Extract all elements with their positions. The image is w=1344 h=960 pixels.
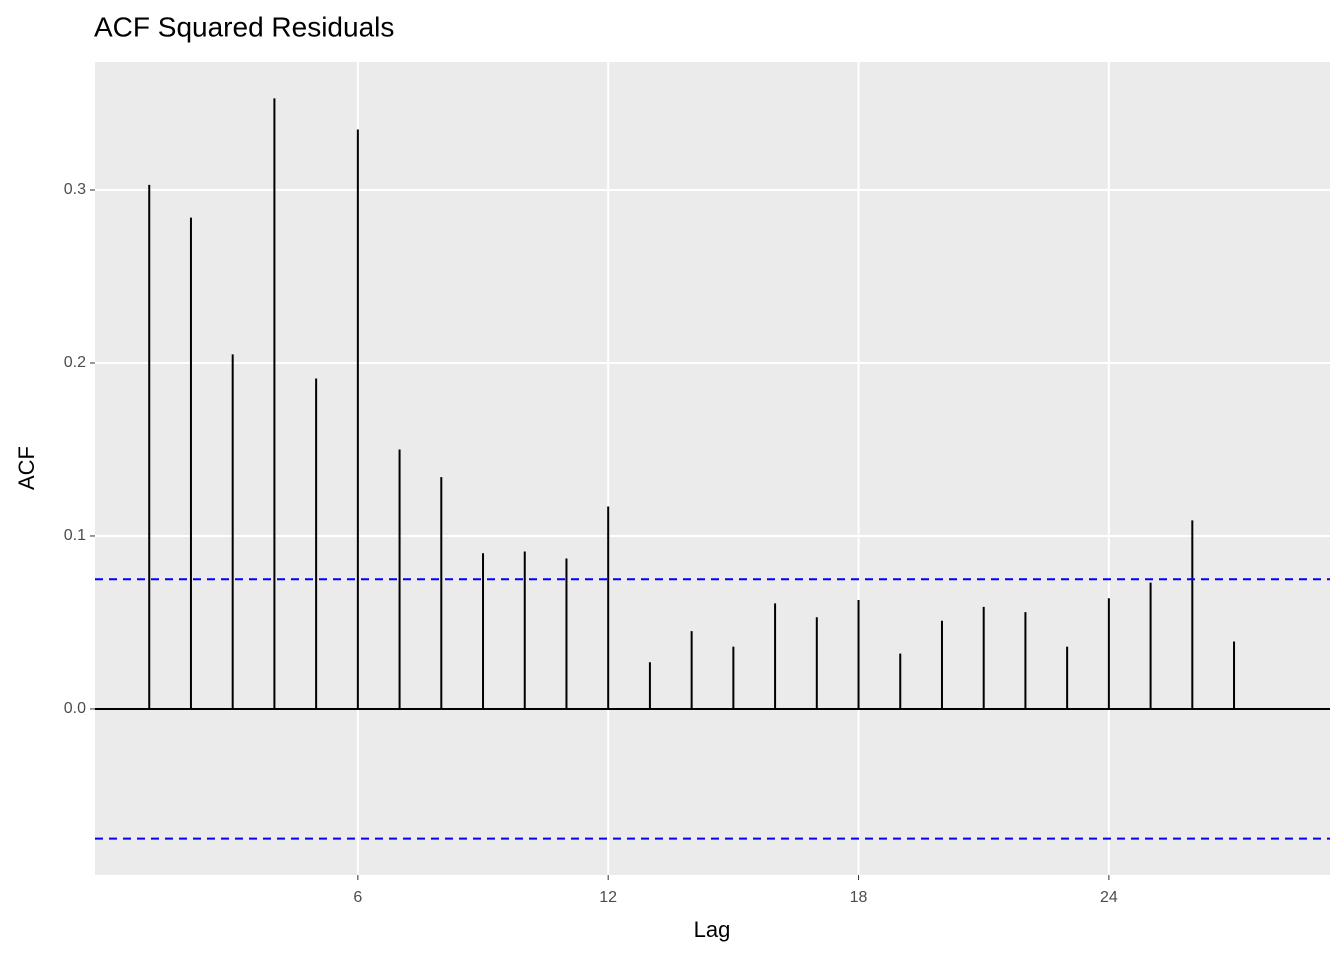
y-tick-label: 0.2: [64, 354, 86, 371]
plot-panel: [95, 62, 1330, 875]
x-tick-label: 12: [599, 889, 617, 906]
y-tick-label: 0.1: [64, 527, 86, 544]
x-tick-label: 24: [1100, 889, 1118, 906]
x-tick-label: 6: [353, 889, 362, 906]
y-tick-label: 0.0: [64, 700, 86, 717]
y-tick-label: 0.3: [64, 181, 86, 198]
y-axis-title: ACF: [14, 446, 39, 490]
x-tick-label: 18: [850, 889, 868, 906]
x-axis-title: Lag: [694, 917, 731, 942]
chart-title: ACF Squared Residuals: [94, 11, 394, 42]
